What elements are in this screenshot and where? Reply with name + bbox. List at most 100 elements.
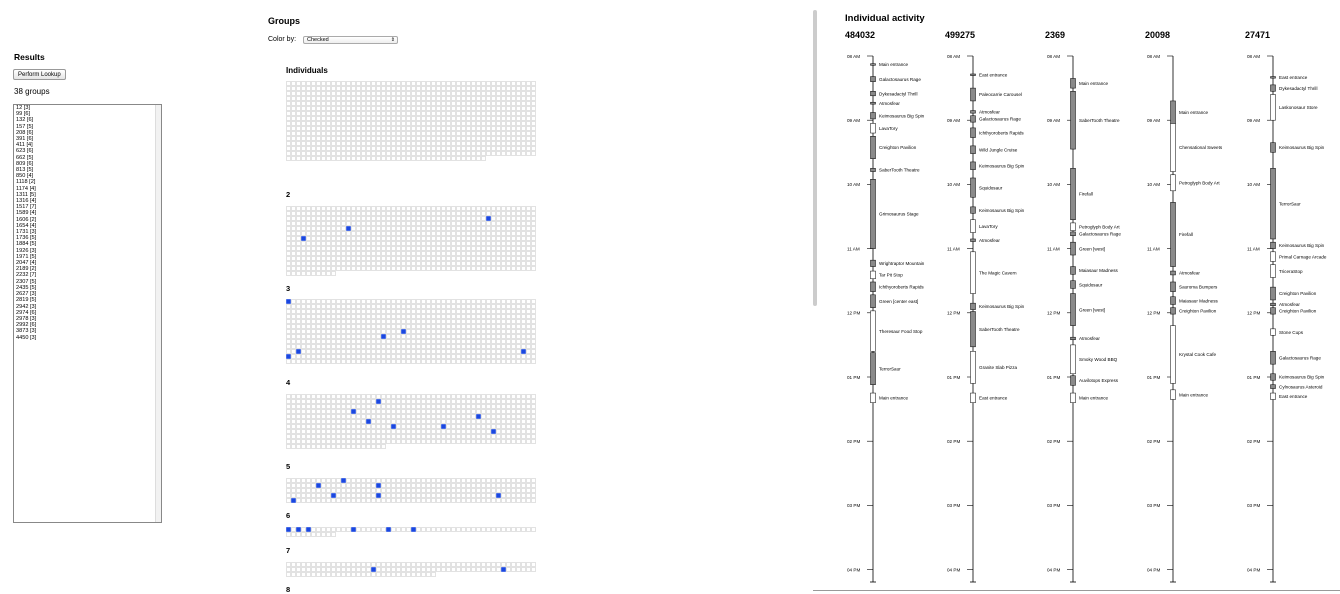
individual-cell[interactable] [491, 488, 496, 493]
individual-cell[interactable] [331, 261, 336, 266]
individual-cell[interactable] [406, 329, 411, 334]
individual-cell[interactable] [331, 116, 336, 121]
individual-cell[interactable] [506, 216, 511, 221]
individual-cell[interactable] [291, 424, 296, 429]
individual-cell[interactable] [326, 419, 331, 424]
individual-cell[interactable] [346, 86, 351, 91]
individual-cell[interactable] [456, 206, 461, 211]
individual-cell[interactable] [406, 156, 411, 161]
individual-cell[interactable] [461, 216, 466, 221]
individual-cell[interactable] [301, 91, 306, 96]
individual-cell[interactable] [471, 344, 476, 349]
individual-cell[interactable] [366, 329, 371, 334]
individual-cell[interactable] [286, 146, 291, 151]
individual-cell[interactable] [406, 206, 411, 211]
individual-cell[interactable] [501, 404, 506, 409]
individual-cell[interactable] [326, 304, 331, 309]
individual-cell[interactable] [421, 226, 426, 231]
individual-cell[interactable] [396, 478, 401, 483]
individual-cell[interactable] [316, 498, 321, 503]
group-list-item[interactable]: 1311 [5] [16, 191, 36, 198]
individual-cell[interactable] [396, 334, 401, 339]
individual-cell[interactable] [381, 488, 386, 493]
individual-cell[interactable] [316, 354, 321, 359]
individual-cell[interactable] [296, 141, 301, 146]
individual-cell[interactable] [416, 81, 421, 86]
individual-cell[interactable] [346, 256, 351, 261]
individual-cell[interactable] [406, 131, 411, 136]
individual-cell[interactable] [456, 256, 461, 261]
individual-cell[interactable] [446, 314, 451, 319]
individual-cell[interactable] [336, 266, 341, 271]
individual-cell[interactable] [291, 359, 296, 364]
individual-cell[interactable] [526, 121, 531, 126]
individual-cell[interactable] [411, 334, 416, 339]
individual-cell[interactable] [456, 151, 461, 156]
individual-cell[interactable] [326, 319, 331, 324]
individual-cell[interactable] [316, 319, 321, 324]
individual-cell[interactable] [416, 324, 421, 329]
individual-cell[interactable] [321, 304, 326, 309]
individual-cell[interactable] [451, 299, 456, 304]
individual-cell[interactable] [316, 226, 321, 231]
individual-cell[interactable] [411, 409, 416, 414]
individual-cell[interactable] [416, 404, 421, 409]
individual-cell[interactable] [456, 86, 461, 91]
individual-cell[interactable] [331, 399, 336, 404]
individual-cell[interactable] [321, 434, 326, 439]
individual-cell[interactable] [481, 349, 486, 354]
individual-cell[interactable] [421, 488, 426, 493]
individual-cell[interactable] [526, 131, 531, 136]
individual-cell[interactable] [376, 216, 381, 221]
individual-cell[interactable] [446, 349, 451, 354]
individual-cell[interactable] [411, 211, 416, 216]
individual-cell[interactable] [371, 251, 376, 256]
individual-cell[interactable] [421, 319, 426, 324]
individual-cell[interactable] [491, 266, 496, 271]
individual-cell[interactable] [511, 106, 516, 111]
individual-cell[interactable] [426, 394, 431, 399]
individual-cell[interactable] [466, 329, 471, 334]
individual-cell[interactable] [531, 216, 536, 221]
individual-cell[interactable] [306, 319, 311, 324]
individual-cell-highlighted[interactable] [491, 429, 496, 434]
individual-cell[interactable] [411, 439, 416, 444]
individual-cell[interactable] [521, 206, 526, 211]
individual-cell[interactable] [311, 271, 316, 276]
individual-cell[interactable] [396, 319, 401, 324]
individual-cell[interactable] [301, 309, 306, 314]
individual-cell[interactable] [476, 86, 481, 91]
individual-cell[interactable] [366, 478, 371, 483]
individual-cell[interactable] [441, 394, 446, 399]
individual-cell[interactable] [416, 106, 421, 111]
individual-cell[interactable] [356, 483, 361, 488]
individual-cell[interactable] [531, 141, 536, 146]
individual-cell[interactable] [436, 359, 441, 364]
individual-cell[interactable] [316, 439, 321, 444]
individual-cell[interactable] [431, 261, 436, 266]
individual-cell[interactable] [516, 121, 521, 126]
group-list-item[interactable]: 2992 [6] [16, 322, 37, 329]
activity-bar[interactable] [870, 136, 876, 159]
individual-cell[interactable] [326, 106, 331, 111]
individual-cell[interactable] [476, 424, 481, 429]
individual-cell[interactable] [511, 404, 516, 409]
individual-cell[interactable] [486, 241, 491, 246]
individual-cell[interactable] [461, 394, 466, 399]
individual-cell[interactable] [466, 266, 471, 271]
individual-cell[interactable] [356, 136, 361, 141]
individual-cell[interactable] [361, 498, 366, 503]
individual-cell[interactable] [431, 434, 436, 439]
individual-cell[interactable] [341, 246, 346, 251]
individual-cell[interactable] [306, 344, 311, 349]
individual-cell[interactable] [491, 399, 496, 404]
individual-cell[interactable] [341, 444, 346, 449]
individual-cell[interactable] [316, 106, 321, 111]
individual-cell[interactable] [386, 419, 391, 424]
individual-cell[interactable] [516, 211, 521, 216]
individual-cell[interactable] [511, 478, 516, 483]
individual-cell[interactable] [411, 91, 416, 96]
individual-cell[interactable] [361, 324, 366, 329]
activity-bar[interactable] [870, 270, 876, 280]
individual-cell[interactable] [356, 424, 361, 429]
